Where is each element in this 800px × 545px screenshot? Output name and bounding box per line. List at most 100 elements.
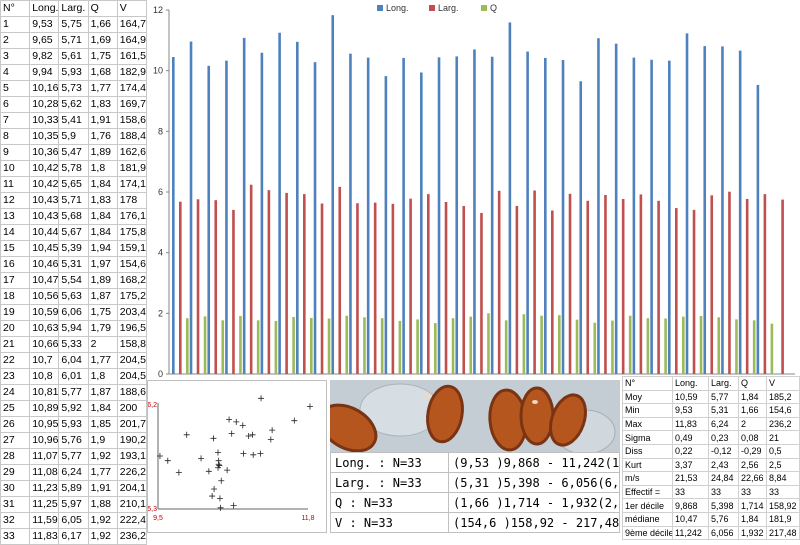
stats-cell: 0,22 <box>672 443 709 459</box>
table-row: 4 9,94 5,93 1,68 182,9 <box>0 64 148 81</box>
table-cell: 159,1 <box>116 240 148 257</box>
table-cell: 158,6 <box>116 112 148 129</box>
stats-cell: 1,66 <box>738 403 767 418</box>
spore-photo <box>330 380 620 452</box>
table-cell: 1,97 <box>87 256 118 273</box>
table-cell: 11,83 <box>29 528 60 545</box>
table-cell: 11,23 <box>29 480 60 497</box>
table-cell: 178 <box>116 192 148 209</box>
table-cell: 1,87 <box>87 288 118 305</box>
table-cell: 5,89 <box>58 480 89 497</box>
table-cell: 10,8 <box>29 368 60 385</box>
stats-cell: Moy <box>622 389 673 405</box>
scatter-point <box>217 504 224 511</box>
bar-long <box>420 72 423 374</box>
table-cell: 25 <box>0 400 31 417</box>
col-header-no: N° <box>0 0 31 17</box>
summary-value: (5,31 )5,398 - 6,056(6,24) <box>448 472 620 493</box>
table-cell: 6,06 <box>58 304 89 321</box>
table-cell: 4 <box>0 64 31 81</box>
bar-q <box>186 318 189 374</box>
bar-larg <box>621 198 625 374</box>
table-row: 20 10,63 5,94 1,79 196,5 <box>0 320 148 337</box>
scatter-point <box>183 431 190 438</box>
bar-larg <box>533 190 536 374</box>
table-row: 1 9,53 5,75 1,66 164,7 <box>0 16 148 33</box>
table-cell: 10,89 <box>29 400 60 417</box>
stats-cell: 0,23 <box>708 430 739 445</box>
table-row: 21 10,66 5,33 2 158,8 <box>0 336 148 353</box>
table-cell: 5,73 <box>58 80 89 97</box>
table-cell: 1,87 <box>87 384 118 401</box>
table-cell: 5,63 <box>58 288 89 305</box>
table-cell: 5,78 <box>58 160 89 177</box>
scatter-point <box>230 502 237 509</box>
summary-label: Long. : N=33 <box>330 452 449 473</box>
stats-cell: 10,47 <box>672 511 709 527</box>
table-cell: 31 <box>0 496 31 513</box>
stats-cell: Sigma <box>622 430 673 445</box>
bar-q <box>239 316 242 374</box>
table-cell: 168,2 <box>116 272 148 289</box>
summary-row-v: V : N=33 (154,6 )158,92 - 217,48(236,2) <box>330 512 620 533</box>
table-cell: 6,05 <box>58 512 89 529</box>
stats-header-row: N° Long. Larg. Q V <box>622 376 800 391</box>
table-cell: 5,67 <box>58 224 89 241</box>
stats-cell: Min <box>622 403 673 418</box>
bar-q <box>292 316 295 374</box>
bar-q <box>416 319 419 374</box>
stats-header-v: V <box>766 376 800 391</box>
table-cell: 7 <box>0 112 31 129</box>
legend-swatch <box>377 5 383 11</box>
table-cell: 161,5 <box>116 48 148 65</box>
table-cell: 14 <box>0 224 31 241</box>
scatter-point <box>226 416 233 423</box>
bar-q <box>558 315 561 374</box>
table-cell: 26 <box>0 416 31 433</box>
table-cell: 10,43 <box>29 208 60 225</box>
scatter-point <box>209 493 216 500</box>
table-cell: 1,91 <box>87 112 118 129</box>
scatter-point <box>216 495 223 502</box>
table-cell: 1,89 <box>87 272 118 289</box>
stats-cell: médiane <box>622 511 673 527</box>
stats-row: Max 11,83 6,24 2 236,2 <box>622 416 800 432</box>
bar-long <box>349 53 352 375</box>
table-cell: 10,7 <box>29 352 60 369</box>
stats-cell: 1,84 <box>738 511 767 527</box>
bar-long <box>455 56 459 374</box>
table-cell: 5,94 <box>58 320 89 337</box>
table-cell: 10,44 <box>29 224 60 241</box>
table-cell: 19 <box>0 304 31 321</box>
bar-long <box>738 50 742 374</box>
table-cell: 204,5 <box>116 352 148 369</box>
table-cell: 1,69 <box>87 32 118 49</box>
bar-long <box>207 65 211 375</box>
scatter-point <box>205 468 212 475</box>
table-cell: 5,76 <box>58 432 89 449</box>
bar-q <box>575 319 579 374</box>
bar-q <box>646 318 650 374</box>
bar-q <box>487 313 490 374</box>
table-row: 6 10,28 5,62 1,83 169,7 <box>0 96 148 113</box>
stats-cell: Diss <box>622 443 673 459</box>
stats-cell: -0,12 <box>708 443 739 459</box>
table-cell: 6,01 <box>58 368 89 385</box>
table-row: 11 10,42 5,65 1,84 174,1 <box>0 176 148 193</box>
table-cell: 5,77 <box>58 384 89 401</box>
stats-cell: 3,37 <box>672 457 709 473</box>
table-cell: 11 <box>0 176 31 193</box>
bar-long <box>384 76 388 375</box>
stats-cell: 5,77 <box>708 389 739 405</box>
table-cell: 5,93 <box>58 64 89 81</box>
table-cell: 30 <box>0 480 31 497</box>
bar-q <box>221 320 225 374</box>
table-cell: 10,95 <box>29 416 60 433</box>
stats-cell: 10,59 <box>672 389 709 405</box>
table-cell: 158,8 <box>116 336 148 353</box>
bar-q <box>770 323 774 374</box>
table-cell: 10 <box>0 160 31 177</box>
bar-q <box>664 318 667 374</box>
table-cell: 1,89 <box>87 144 118 161</box>
table-cell: 1,85 <box>87 416 118 433</box>
